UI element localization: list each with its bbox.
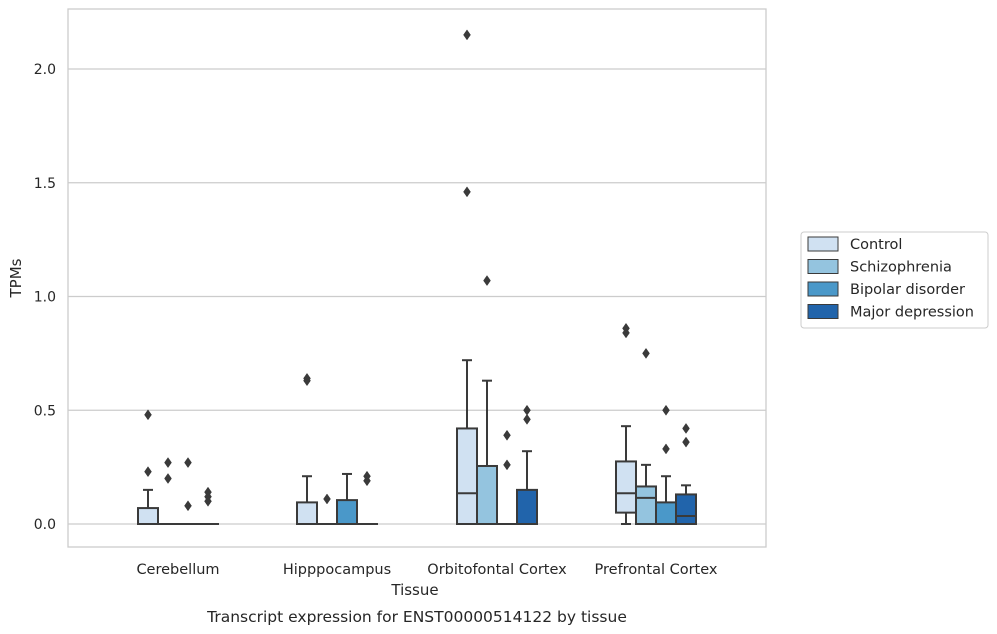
outlier-point [523, 404, 531, 416]
legend-label: Schizophrenia [850, 260, 952, 276]
box-major-depression [675, 423, 697, 525]
outlier-point [662, 404, 670, 416]
y-tick-label: 0.5 [34, 403, 56, 419]
figure-caption: Transcript expression for ENST0000051412… [206, 608, 627, 626]
outlier-point [144, 466, 152, 478]
outlier-point [323, 493, 331, 505]
outlier-point [303, 372, 311, 384]
box-body [137, 507, 159, 526]
box-major-depression [197, 486, 219, 526]
y-tick-label: 1.5 [34, 176, 56, 192]
box-schizophrenia [476, 275, 498, 525]
x-tick-label: Prefrontal Cortex [595, 562, 718, 578]
boxes [137, 29, 697, 526]
legend-swatch [807, 281, 839, 297]
outlier-point [523, 413, 531, 425]
outlier-point [682, 436, 690, 448]
legend-label: Control [850, 237, 902, 253]
outlier-point [184, 500, 192, 512]
x-tick-label: Orbitofontal Cortex [427, 562, 567, 578]
outlier-point [164, 457, 172, 469]
plot-area-frame [67, 8, 767, 548]
box-major-depression [516, 404, 538, 525]
legend-label: Bipolar disorder [850, 282, 965, 298]
box-body [655, 501, 677, 526]
box-control [296, 372, 318, 526]
legend-swatch [807, 304, 839, 319]
box-major-depression [356, 470, 378, 526]
x-tick-label: Cerebellum [136, 562, 219, 578]
legend: Control Schizophrenia Bipolar disorder Majo… [800, 231, 989, 329]
y-axis-label: TPMs [7, 258, 25, 298]
y-tick-label: 0.0 [34, 517, 56, 533]
x-axis-label: Tissue [390, 581, 438, 599]
box-body [516, 488, 538, 525]
box-control [137, 409, 159, 526]
outlier-point [184, 457, 192, 469]
outlier-point [503, 429, 511, 441]
outlier-point [463, 29, 471, 41]
outlier-point [483, 275, 491, 287]
box-bipolar-disorder [336, 472, 358, 525]
legend-swatch [807, 259, 839, 274]
box-body [615, 460, 637, 514]
legend-frame [800, 231, 989, 329]
box-body [456, 427, 478, 526]
y-tick-label: 2.0 [34, 62, 56, 78]
outlier-point [363, 470, 371, 482]
outlier-point [463, 186, 471, 198]
x-tick-label: Hipppocampus [283, 562, 391, 578]
box-body [476, 464, 498, 525]
box-body [635, 485, 657, 525]
outlier-point [682, 423, 690, 434]
box-body [675, 493, 697, 525]
outlier-point [503, 459, 511, 471]
outlier-point [164, 473, 172, 484]
outlier-point [144, 409, 152, 421]
y-tick-labels: 0.0 0.5 1.0 1.5 2.0 [34, 62, 56, 533]
y-tick-label: 1.0 [34, 290, 56, 306]
outlier-point [662, 443, 670, 455]
x-tick-labels: Cerebellum Hipppocampus Orbitofontal Corte… [136, 562, 717, 578]
outlier-point [622, 322, 630, 334]
box-body [336, 499, 358, 525]
outlier-point [204, 486, 212, 498]
legend-swatch [807, 236, 839, 252]
box-body [296, 501, 318, 526]
outlier-point [642, 347, 650, 359]
box-control [456, 29, 478, 526]
legend-label: Major depression [850, 305, 974, 321]
